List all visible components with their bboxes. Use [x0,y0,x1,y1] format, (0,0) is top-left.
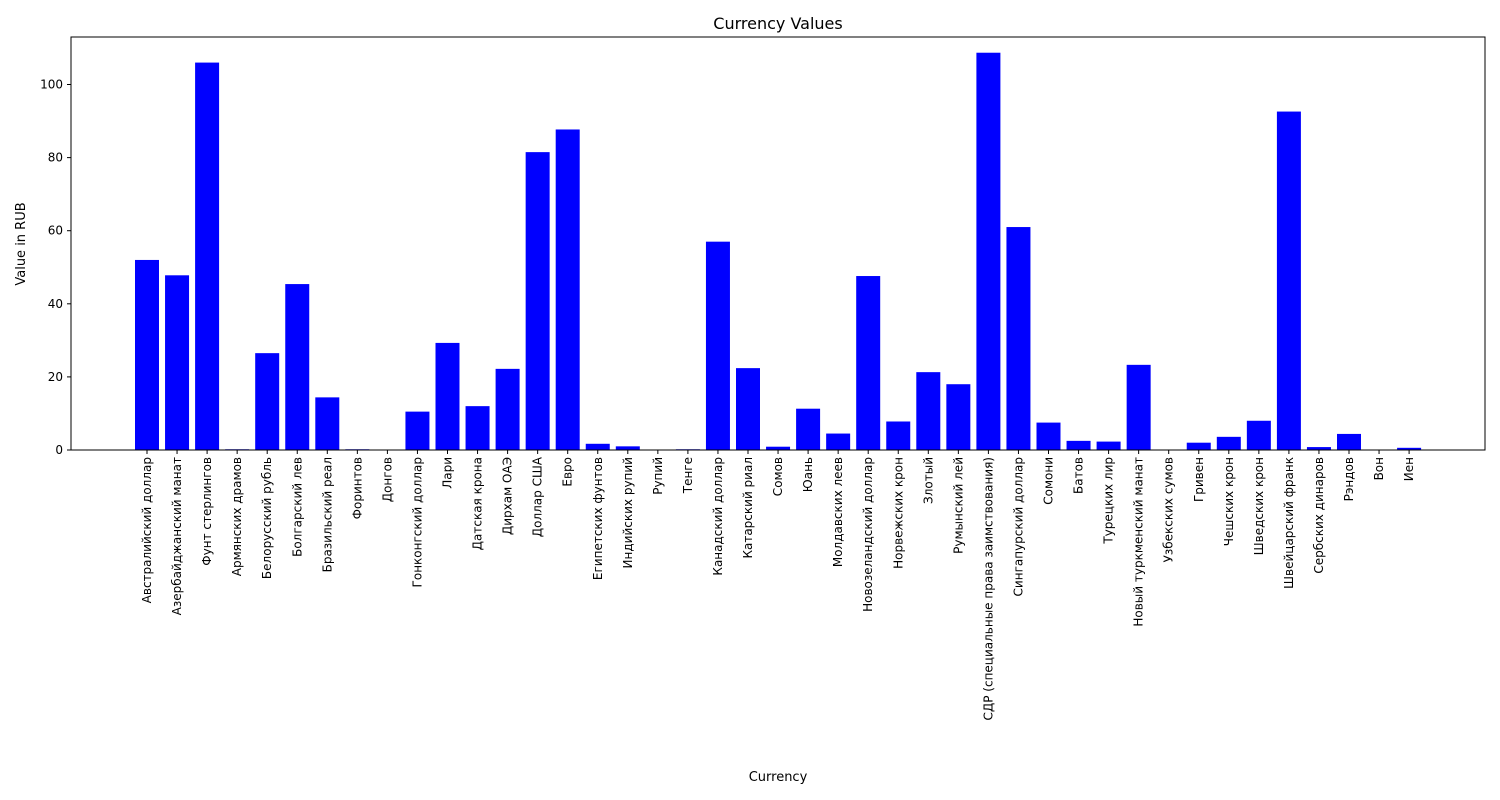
bar [405,411,430,450]
bar [1216,436,1241,450]
x-tick-label: Лари [441,457,455,489]
x-tick-label: Тенге [681,457,695,494]
bar [495,368,520,450]
x-tick-label: Норвежских крон [891,457,905,569]
x-tick-label: Рупий [651,457,665,495]
x-tick-label: Индийских рупий [621,457,635,568]
bar [525,152,550,450]
bar [315,397,340,450]
x-tick-label: СДР (специальные права заимствования) [981,457,995,721]
x-tick-label: Катарский риал [741,457,755,559]
chart-title: Currency Values [713,14,842,33]
x-tick-label: Доллар США [531,456,545,537]
x-tick-label: Евро [561,457,575,487]
bar [1186,442,1211,450]
bar [886,421,911,450]
x-tick-label: Злотый [921,457,935,504]
x-tick-label: Новозеландский доллар [861,457,875,612]
y-tick-label: 0 [55,443,63,457]
x-tick-label: Чешских крон [1222,457,1236,546]
bar [916,372,941,450]
bar [856,276,881,450]
bar [1096,441,1121,450]
x-tick-label: Батов [1072,457,1086,494]
x-tick-label: Сомони [1042,457,1056,505]
x-tick-label: Иен [1402,457,1416,481]
x-tick-label: Армянских драмов [230,457,244,576]
x-tick-label: Гонконгский доллар [410,457,424,587]
bar [946,384,971,450]
x-tick-label: Румынский лей [951,457,965,554]
bar [165,275,190,450]
bar [465,406,490,450]
y-tick-label: 60 [48,224,63,238]
x-tick-label: Молдавских леев [831,457,845,567]
bar [766,446,791,450]
bar [1126,364,1151,450]
bar [255,353,280,450]
y-tick-label: 20 [48,370,63,384]
x-axis: Австралийский доллар Азербайджанский мана… [140,450,1416,721]
x-tick-label: Юань [801,457,815,492]
x-tick-label: Австралийский доллар [140,457,154,603]
bar [435,342,460,450]
x-tick-label: Бразильский реал [320,457,334,572]
plot-frame [70,36,1486,451]
bar [796,408,821,450]
x-tick-label: Сербских динаров [1312,457,1326,574]
x-tick-label: Швейцарский франк [1282,457,1296,589]
bar [615,446,640,450]
bar [555,129,580,450]
bar [1276,111,1301,450]
y-axis: 0 20 40 60 80 100 [40,78,71,457]
x-tick-label: Гривен [1192,457,1206,502]
bar [1036,422,1061,450]
bar [585,443,610,450]
x-tick-label: Болгарский лев [290,457,304,557]
x-tick-label: Узбекских сумов [1162,457,1176,562]
y-axis-label: Value in RUB [14,202,29,285]
bar [976,52,1001,450]
bar [135,259,159,450]
y-tick-label: 80 [48,151,63,165]
bar [826,433,851,450]
y-tick-label: 100 [40,78,63,92]
bar [705,241,730,450]
bar [195,62,220,450]
x-tick-label: Египетских фунтов [591,457,605,580]
bar [1066,440,1091,450]
x-tick-label: Турецких лир [1102,457,1116,545]
x-tick-label: Вон [1372,457,1386,480]
x-tick-label: Донгов [380,457,394,502]
bar [285,284,310,450]
bar [1397,447,1422,450]
x-axis-label: Currency [749,770,808,785]
x-tick-label: Форинтов [350,457,364,519]
bars-group [135,52,1422,450]
bar [1246,420,1271,450]
x-tick-label: Рэндов [1342,457,1356,501]
x-tick-label: Новый туркменский манат [1132,457,1146,627]
x-tick-label: Белорусский рубль [260,457,274,579]
bar [1006,227,1031,450]
x-tick-label: Сингапурский доллар [1011,457,1025,596]
bar [1337,433,1361,450]
bar [736,368,760,450]
x-tick-label: Азербайджанский манат [170,457,184,615]
x-tick-label: Сомов [771,457,785,496]
x-tick-label: Шведских крон [1252,457,1266,555]
x-tick-label: Канадский доллар [711,457,725,576]
bar [1306,447,1331,450]
x-tick-label: Датская крона [471,457,485,550]
y-tick-label: 40 [48,297,63,311]
x-tick-label: Дирхам ОАЭ [501,457,515,535]
x-tick-label: Фунт стерлингов [200,457,214,566]
